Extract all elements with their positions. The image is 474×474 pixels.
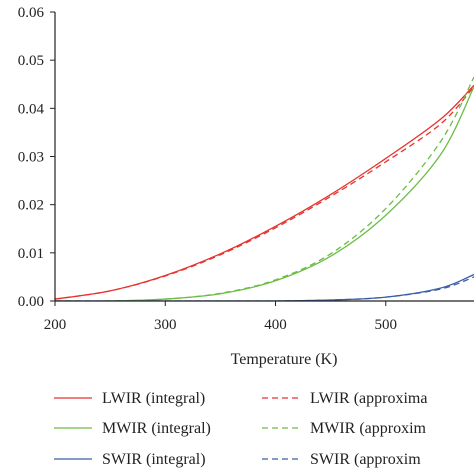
legend-label: LWIR (approxima — [310, 390, 427, 407]
plot-area — [55, 76, 474, 301]
axes: 0.00 0.01 0.02 0.03 0.04 0.05 0.06 200 300 400 500 — [18, 5, 474, 333]
y-tick-label: 0.06 — [18, 5, 45, 21]
y-tick-label: 0.02 — [18, 198, 44, 214]
series-line-mwir-integral — [55, 86, 474, 301]
x-tick-label: 300 — [154, 317, 177, 333]
legend-label: SWIR (integral) — [102, 451, 206, 468]
legend-label: SWIR (approxim — [310, 451, 421, 468]
legend: LWIR (integral) MWIR (integral) SWIR (inte… — [54, 390, 427, 468]
y-tick-label: 0.00 — [18, 294, 44, 310]
legend-label: LWIR (integral) — [102, 390, 205, 407]
y-tick-label: 0.01 — [18, 246, 44, 262]
y-tick-label: 0.05 — [18, 53, 44, 69]
x-axis-title: Temperature (K) — [231, 351, 338, 368]
y-tick-label: 0.03 — [18, 150, 44, 166]
series-line-lwir-integral — [55, 84, 474, 300]
series-line-mwir-approxim — [55, 76, 474, 301]
x-tick-label: 500 — [375, 317, 398, 333]
x-tick-label: 200 — [44, 317, 67, 333]
series-line-lwir-approxima — [55, 86, 474, 300]
series-line-swir-integral — [55, 273, 474, 301]
legend-label: MWIR (integral) — [102, 420, 211, 437]
legend-label: MWIR (approxim — [310, 420, 427, 437]
y-tick-label: 0.04 — [18, 101, 45, 117]
series-line-swir-approxim — [55, 276, 474, 301]
x-tick-label: 400 — [264, 317, 287, 333]
